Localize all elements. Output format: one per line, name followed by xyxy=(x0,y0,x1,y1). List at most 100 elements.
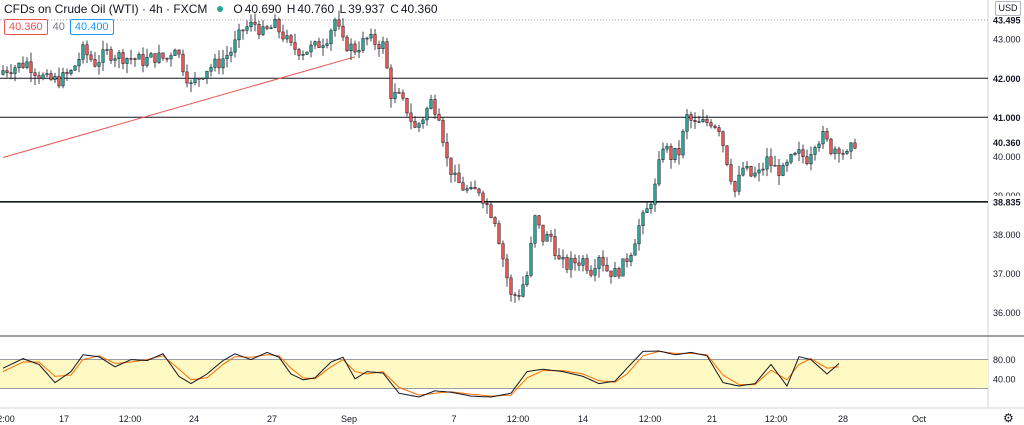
candle-body xyxy=(789,154,793,163)
candle-body xyxy=(93,59,97,67)
time-tick-label-1: 17 xyxy=(59,414,69,424)
candle-7 xyxy=(29,52,33,83)
candle-body xyxy=(569,257,573,270)
time-tick-label-7: 12:00 xyxy=(507,414,530,424)
candle-5 xyxy=(21,56,25,70)
candle-90 xyxy=(361,31,365,54)
candle-body xyxy=(169,55,173,60)
time-tick-label-10: 21 xyxy=(707,414,717,424)
candle-body xyxy=(809,154,813,165)
candle-body xyxy=(557,255,561,260)
candle-body xyxy=(173,49,177,56)
settings-gear-icon[interactable]: ⚙ xyxy=(1003,411,1014,425)
chart-legend: CFDs on Crude Oil (WTI) · 4h · FXCM O 40.… xyxy=(4,2,440,16)
candle-148 xyxy=(593,258,597,282)
price-tick-label-4: 40.000 xyxy=(993,152,1021,162)
sell-button[interactable]: 40.360 xyxy=(4,19,48,35)
candle-body xyxy=(349,43,353,51)
candle-37 xyxy=(149,51,153,58)
candle-120 xyxy=(481,190,485,209)
candle-body xyxy=(553,236,557,256)
candle-175 xyxy=(701,109,705,123)
candle-123 xyxy=(493,216,497,227)
candle-51 xyxy=(205,70,209,84)
candle-14 xyxy=(57,67,61,89)
candle-209 xyxy=(837,146,841,163)
symbol-title[interactable]: CFDs on Crude Oil (WTI) · 4h · FXCM xyxy=(4,2,208,16)
candle-body xyxy=(681,131,685,156)
candle-39 xyxy=(157,44,161,64)
candle-body xyxy=(165,57,169,60)
candle-134 xyxy=(537,215,541,229)
candle-body xyxy=(113,58,117,61)
candle-212 xyxy=(849,142,853,160)
candle-body xyxy=(741,167,745,176)
candle-body xyxy=(765,156,769,170)
candle-body xyxy=(161,52,165,59)
candle-body xyxy=(849,142,853,152)
candle-79 xyxy=(317,37,321,48)
candle-body xyxy=(497,223,501,244)
candle-82 xyxy=(329,28,333,51)
candle-67 xyxy=(269,24,273,30)
candle-182 xyxy=(729,158,733,185)
candle-body xyxy=(285,35,289,40)
candle-145 xyxy=(581,255,585,272)
candle-64 xyxy=(257,20,261,40)
currency-label[interactable]: USD xyxy=(995,1,1021,16)
price-tick-label-5: 43.000 xyxy=(993,35,1021,45)
candle-body xyxy=(421,119,425,124)
candle-213 xyxy=(853,138,857,150)
candle-152 xyxy=(609,270,613,284)
candle-193 xyxy=(773,155,777,167)
candle-body xyxy=(241,29,245,32)
candle-143 xyxy=(573,254,577,271)
candle-118 xyxy=(473,180,477,190)
candle-body xyxy=(457,172,461,183)
candle-107 xyxy=(429,94,433,110)
candle-body xyxy=(333,19,337,31)
trend-line xyxy=(2,56,356,158)
candle-body xyxy=(253,21,257,25)
candle-body xyxy=(301,54,305,56)
candle-body xyxy=(525,275,529,285)
candle-body xyxy=(37,75,41,79)
candle-6 xyxy=(25,57,29,70)
candle-161 xyxy=(645,201,649,213)
candle-body xyxy=(769,156,773,166)
candle-body xyxy=(489,204,493,218)
candle-body xyxy=(817,143,821,148)
candle-158 xyxy=(633,239,637,256)
candle-body xyxy=(577,262,581,266)
candle-body xyxy=(221,58,225,69)
candle-body xyxy=(341,25,345,38)
candle-body xyxy=(821,131,825,145)
candle-185 xyxy=(741,161,745,177)
candle-112 xyxy=(449,157,453,183)
candle-28 xyxy=(113,54,117,68)
candle-body xyxy=(381,41,385,50)
candle-body xyxy=(361,38,365,51)
level-label-1: 42.000 xyxy=(993,74,1021,84)
candle-97 xyxy=(389,64,393,108)
candle-178 xyxy=(713,124,717,130)
candle-body xyxy=(617,268,621,277)
candle-149 xyxy=(597,255,601,278)
high-value: 40.760 xyxy=(297,2,335,16)
candle-176 xyxy=(705,114,709,127)
candle-41 xyxy=(165,57,169,63)
candle-body xyxy=(837,148,841,154)
candle-126 xyxy=(505,253,509,287)
level-label-0: 43.495 xyxy=(993,15,1021,25)
candle-body xyxy=(517,295,521,297)
candle-95 xyxy=(381,36,385,54)
time-tick-label-3: 24 xyxy=(189,414,199,424)
candle-141 xyxy=(565,254,569,274)
candle-169 xyxy=(677,140,681,165)
buy-button[interactable]: 40.400 xyxy=(69,19,114,35)
candle-91 xyxy=(365,36,369,46)
candle-184 xyxy=(737,165,741,196)
candle-body xyxy=(477,188,481,194)
candle-24 xyxy=(97,55,101,75)
